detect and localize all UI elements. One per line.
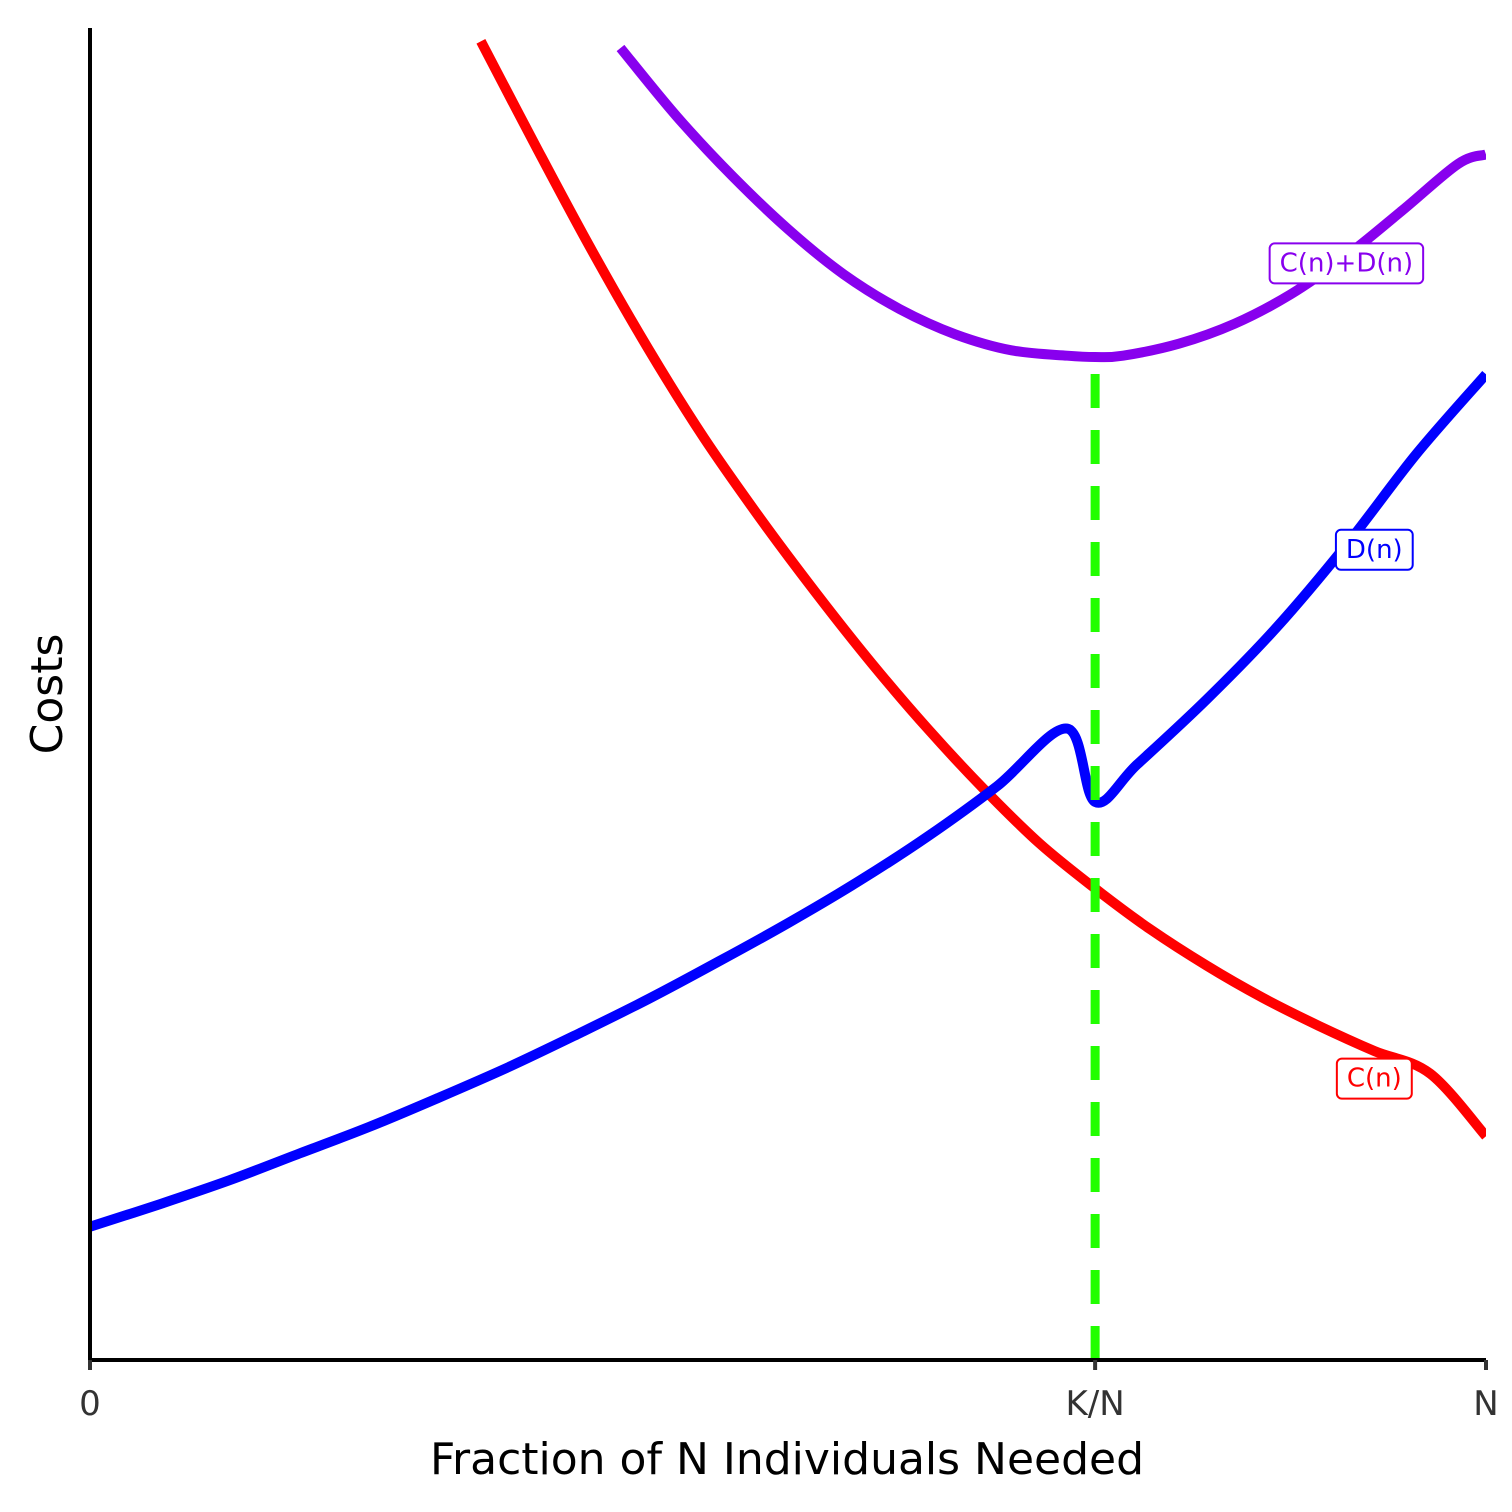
series-lines	[90, 38, 1486, 1232]
x-tick-label: K/N	[1066, 1384, 1125, 1424]
curve-labels: C(n)+D(n) D(n) C(n)	[1268, 242, 1425, 1100]
curve-label-d-n: D(n)	[1334, 528, 1414, 571]
svg-text:D(n): D(n)	[1346, 535, 1403, 565]
series-line-c-n	[476, 38, 1486, 1140]
svg-text:C(n): C(n)	[1347, 1064, 1402, 1094]
curve-label-c-n-d-n: C(n)+D(n)	[1268, 242, 1425, 285]
svg-text:C(n)+D(n): C(n)+D(n)	[1280, 248, 1414, 278]
x-axis-title: Fraction of N Individuals Needed	[430, 1434, 1144, 1485]
x-tick-label: N	[1473, 1384, 1498, 1424]
y-axis-title: Costs	[22, 634, 73, 755]
curve-label-c-n: C(n)	[1335, 1057, 1413, 1100]
x-ticks: 0 K/N N	[79, 1360, 1499, 1424]
x-tick-label: 0	[79, 1384, 101, 1424]
series-line-c-n-d-n	[616, 44, 1486, 363]
series-line-d-n	[90, 371, 1486, 1232]
